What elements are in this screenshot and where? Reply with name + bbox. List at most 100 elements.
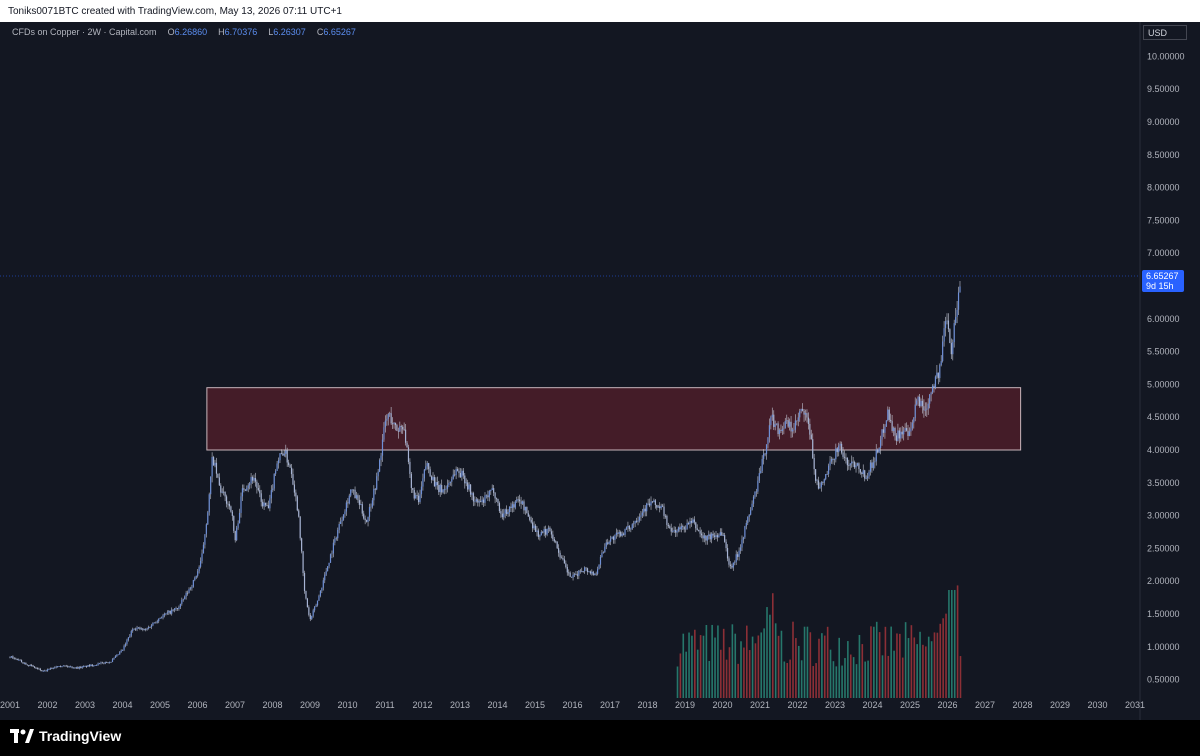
- volume-bar: [682, 633, 685, 698]
- tradingview-logo[interactable]: TradingView: [10, 728, 121, 744]
- candle-body: [290, 467, 293, 475]
- attribution-text: Toniks0071BTC created with TradingView.c…: [8, 6, 342, 17]
- candle-body: [451, 478, 453, 482]
- candle-body: [270, 490, 272, 499]
- candle-body: [48, 669, 50, 670]
- candle-body: [597, 568, 599, 574]
- candle-body: [273, 473, 275, 489]
- candle-body: [942, 341, 944, 362]
- candle-body: [703, 535, 706, 539]
- candle-body: [874, 461, 876, 463]
- candle-body: [228, 504, 231, 507]
- volume-bar: [731, 624, 734, 698]
- candle-body: [533, 525, 535, 529]
- candle-body: [732, 562, 734, 568]
- candle-body: [334, 538, 336, 543]
- candle-body: [426, 463, 428, 467]
- volume-bar: [679, 653, 682, 698]
- volume-bar: [841, 665, 843, 698]
- volume-bar: [838, 637, 840, 698]
- candle-body: [311, 615, 313, 620]
- open-value: 6.26860: [174, 27, 208, 37]
- candle-body: [503, 513, 505, 518]
- volume-bar: [939, 623, 942, 698]
- candle-body: [340, 521, 342, 524]
- candle-body: [397, 430, 399, 432]
- volume-bar: [893, 650, 895, 698]
- candle-body: [934, 376, 937, 388]
- candle-body: [953, 323, 955, 343]
- candle-body: [75, 667, 78, 668]
- candle-body: [497, 498, 499, 504]
- candle-body: [481, 499, 483, 502]
- candle-body: [913, 417, 915, 423]
- candle-body: [621, 533, 623, 536]
- candle-body: [607, 542, 609, 544]
- candle-body: [83, 666, 85, 667]
- candle-body: [664, 515, 667, 517]
- y-tick-label: 5.00000: [1147, 379, 1180, 389]
- candle-body: [468, 484, 470, 490]
- candle-body: [734, 561, 736, 563]
- candle-body: [28, 665, 30, 667]
- candle-body: [52, 667, 54, 669]
- candle-body: [114, 656, 116, 658]
- candle-body: [143, 629, 145, 631]
- currency-button[interactable]: USD: [1143, 25, 1187, 40]
- x-tick-label: 2030: [1087, 700, 1107, 710]
- candle-body: [130, 631, 132, 636]
- candle-body: [120, 650, 122, 653]
- candle-body: [328, 562, 330, 567]
- y-tick-label: 7.50000: [1147, 215, 1180, 225]
- candle-body: [926, 408, 928, 410]
- candle-body: [735, 554, 737, 562]
- candle-body: [140, 628, 142, 630]
- candle-body: [351, 489, 353, 491]
- candle-body: [923, 406, 925, 411]
- candle-body: [560, 557, 563, 559]
- candle-body: [299, 516, 301, 539]
- symbol-name[interactable]: CFDs on Copper · 2W · Capital.com: [12, 27, 157, 37]
- candle-body: [569, 572, 571, 577]
- candle-body: [126, 640, 128, 644]
- candle-body: [709, 534, 711, 540]
- chart-area[interactable]: 0.50000 1.00000 1.50000 2.00000 2.50000 3.000…: [0, 22, 1200, 720]
- volume-bar: [789, 659, 791, 698]
- candle-body: [778, 430, 781, 434]
- candle-body: [712, 533, 714, 536]
- volume-bar: [861, 644, 864, 698]
- candle-body: [888, 409, 890, 420]
- candle-body: [64, 665, 66, 667]
- candle-body: [20, 660, 23, 663]
- volume-bar: [688, 632, 690, 698]
- candle-body: [904, 428, 906, 431]
- candle-body: [159, 618, 161, 619]
- candle-body: [833, 459, 835, 461]
- symbol-legend[interactable]: CFDs on Copper · 2W · Capital.com O6.268…: [12, 27, 356, 37]
- candle-body: [589, 571, 591, 574]
- candle-body: [345, 502, 347, 512]
- candle-body: [737, 554, 739, 557]
- candle-body: [599, 557, 602, 565]
- y-tick-label: 1.50000: [1147, 609, 1180, 619]
- volume-bar: [740, 641, 742, 698]
- candle-body: [263, 502, 265, 507]
- candle-body: [452, 474, 454, 479]
- volume-bar: [890, 626, 892, 698]
- candle-body: [726, 548, 729, 559]
- candle-body: [173, 608, 176, 611]
- candle-body: [742, 537, 745, 540]
- candle-body: [423, 469, 425, 479]
- candle-body: [215, 462, 218, 474]
- candle-body: [399, 426, 401, 432]
- candle-body: [15, 658, 17, 660]
- candle-body: [306, 598, 309, 608]
- price-chart[interactable]: 0.50000 1.00000 1.50000 2.00000 2.50000 3.000…: [0, 22, 1200, 720]
- candle-body: [611, 536, 613, 539]
- candle-body: [324, 574, 326, 581]
- volume-bar: [916, 644, 918, 698]
- candle-body: [379, 460, 381, 472]
- candle-body: [277, 460, 280, 464]
- candle-body: [185, 592, 187, 597]
- candle-body: [124, 643, 127, 646]
